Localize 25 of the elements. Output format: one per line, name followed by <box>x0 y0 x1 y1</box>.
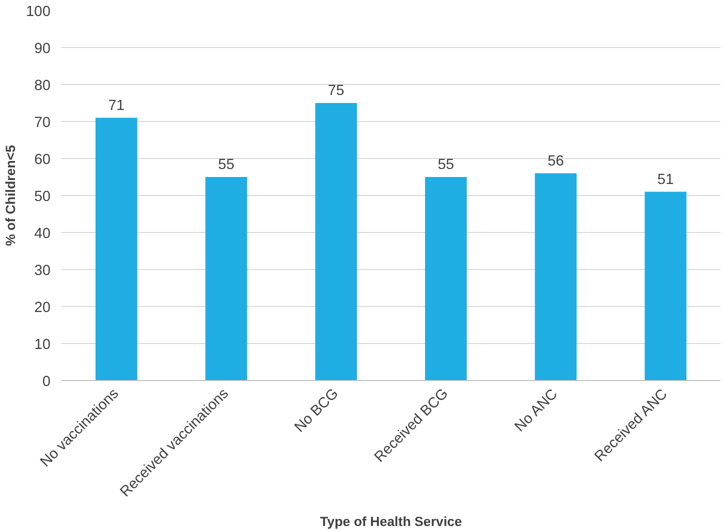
bar <box>644 192 686 380</box>
data-label: 51 <box>657 172 674 188</box>
bar <box>315 103 357 380</box>
bar <box>425 177 467 380</box>
bar <box>96 118 138 380</box>
y-tick-label: 40 <box>34 226 51 242</box>
y-tick-label: 60 <box>34 152 51 168</box>
y-tick-label: 10 <box>34 337 51 353</box>
y-tick-label: 0 <box>42 374 51 390</box>
bar <box>534 173 577 380</box>
y-tick-label: 50 <box>34 189 51 205</box>
data-label: 75 <box>328 83 344 99</box>
data-label: 55 <box>438 157 454 173</box>
y-tick-label: 30 <box>34 263 51 279</box>
data-label: 71 <box>108 98 125 114</box>
y-tick-label: 80 <box>34 78 51 94</box>
y-tick-label: 20 <box>34 300 51 316</box>
bar <box>205 177 248 380</box>
y-tick-label: 100 <box>26 4 51 20</box>
data-label: 56 <box>548 153 564 170</box>
y-tick-label: 70 <box>34 115 51 131</box>
y-tick-label: 90 <box>34 41 51 57</box>
x-axis-title: Type of Health Service <box>320 514 462 529</box>
data-label: 55 <box>218 157 234 173</box>
y-axis-title: % of Children<5 <box>3 144 18 246</box>
